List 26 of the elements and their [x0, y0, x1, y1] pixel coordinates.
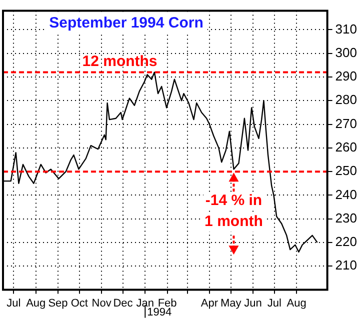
x-tick-label: May	[220, 297, 242, 310]
chart-title: September 1994 Corn	[49, 14, 204, 32]
x-tick-label: Oct	[70, 297, 88, 310]
x-tick-label: Jun	[244, 297, 262, 310]
y-tick-label: 270	[335, 116, 358, 131]
y-tick-label: 230	[335, 210, 358, 226]
x-tick-label: Aug	[26, 297, 46, 310]
y-tick-label: 290	[335, 68, 358, 84]
x-tick-label: Dec	[113, 297, 134, 310]
y-tick-label: 210	[335, 258, 358, 273]
y-tick-label: 310	[335, 21, 358, 36]
x-tick-label: Jul	[6, 297, 21, 310]
annotation: -14 % in 1 month	[204, 192, 263, 230]
x-tick-label: Jul	[267, 297, 282, 310]
y-tick-label: 260	[335, 140, 358, 155]
x-tick-label: Apr	[200, 297, 218, 310]
ref-line-label: 12 months	[82, 52, 158, 70]
y-tick-label: 250	[335, 163, 358, 178]
text: 1994	[147, 306, 172, 318]
y-tick-label: 280	[335, 92, 358, 108]
x-tick-label: Sep	[48, 297, 68, 310]
x-tick-label: Nov	[92, 297, 112, 310]
y-tick-label: 220	[335, 234, 358, 250]
y-tick-label: 240	[335, 186, 358, 202]
x-tick-label: Aug	[286, 297, 306, 310]
y-tick-label: 300	[335, 44, 358, 60]
